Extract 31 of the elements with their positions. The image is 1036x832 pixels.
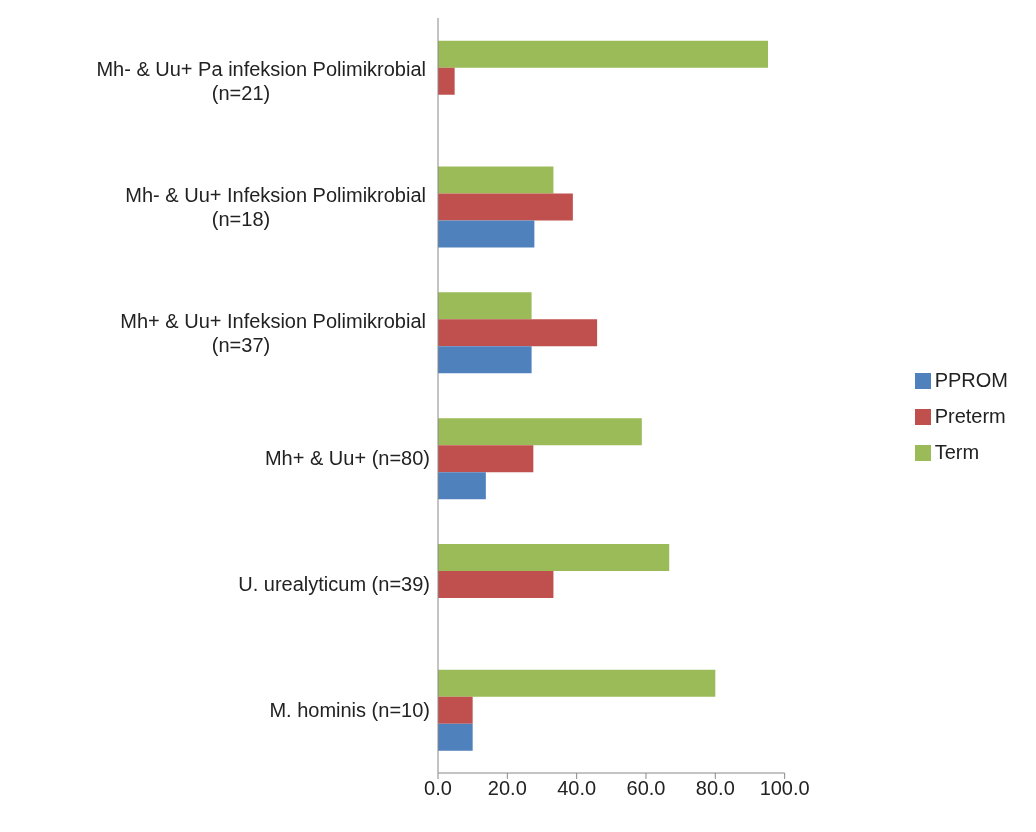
y-tick-label: U. urealyticum (n=39)	[238, 573, 430, 596]
bar	[438, 40, 769, 68]
bar	[438, 292, 532, 320]
bar	[438, 472, 486, 500]
legend-label: Term	[934, 440, 980, 463]
legend-label: PPROM	[934, 368, 1008, 391]
bar	[438, 418, 642, 446]
x-tick-label: 20.0	[487, 777, 527, 800]
x-tick-label: 60.0	[626, 777, 666, 800]
bar	[438, 570, 554, 598]
bar	[438, 445, 534, 473]
y-tick-label: Mh+ & Uu+ (n=80)	[264, 447, 430, 470]
bar	[438, 67, 455, 95]
x-tick-label: 40.0	[557, 777, 597, 800]
y-tick-label: M. hominis (n=10)	[269, 699, 430, 722]
bar	[438, 696, 473, 724]
y-tick-label: Mh- & Uu+ Infeksion Polimikrobial (n=18)	[125, 183, 426, 230]
y-tick-label: Mh- & Uu+ Pa infeksion Polimikrobial (n=21)	[96, 57, 426, 104]
x-tick-label: 80.0	[695, 777, 735, 800]
x-tick-label: 0.0	[424, 777, 452, 800]
bar	[438, 543, 670, 571]
bar	[438, 319, 598, 347]
bar	[438, 669, 716, 697]
legend-label: Preterm	[934, 404, 1006, 427]
x-tick-label: 100.0	[759, 777, 810, 800]
bar	[438, 346, 532, 374]
bar	[438, 723, 473, 751]
bar	[438, 220, 535, 248]
bar	[438, 193, 573, 221]
bar	[438, 166, 554, 194]
y-tick-label: Mh+ & Uu+ Infeksion Polimikrobial (n=37)	[120, 309, 426, 356]
